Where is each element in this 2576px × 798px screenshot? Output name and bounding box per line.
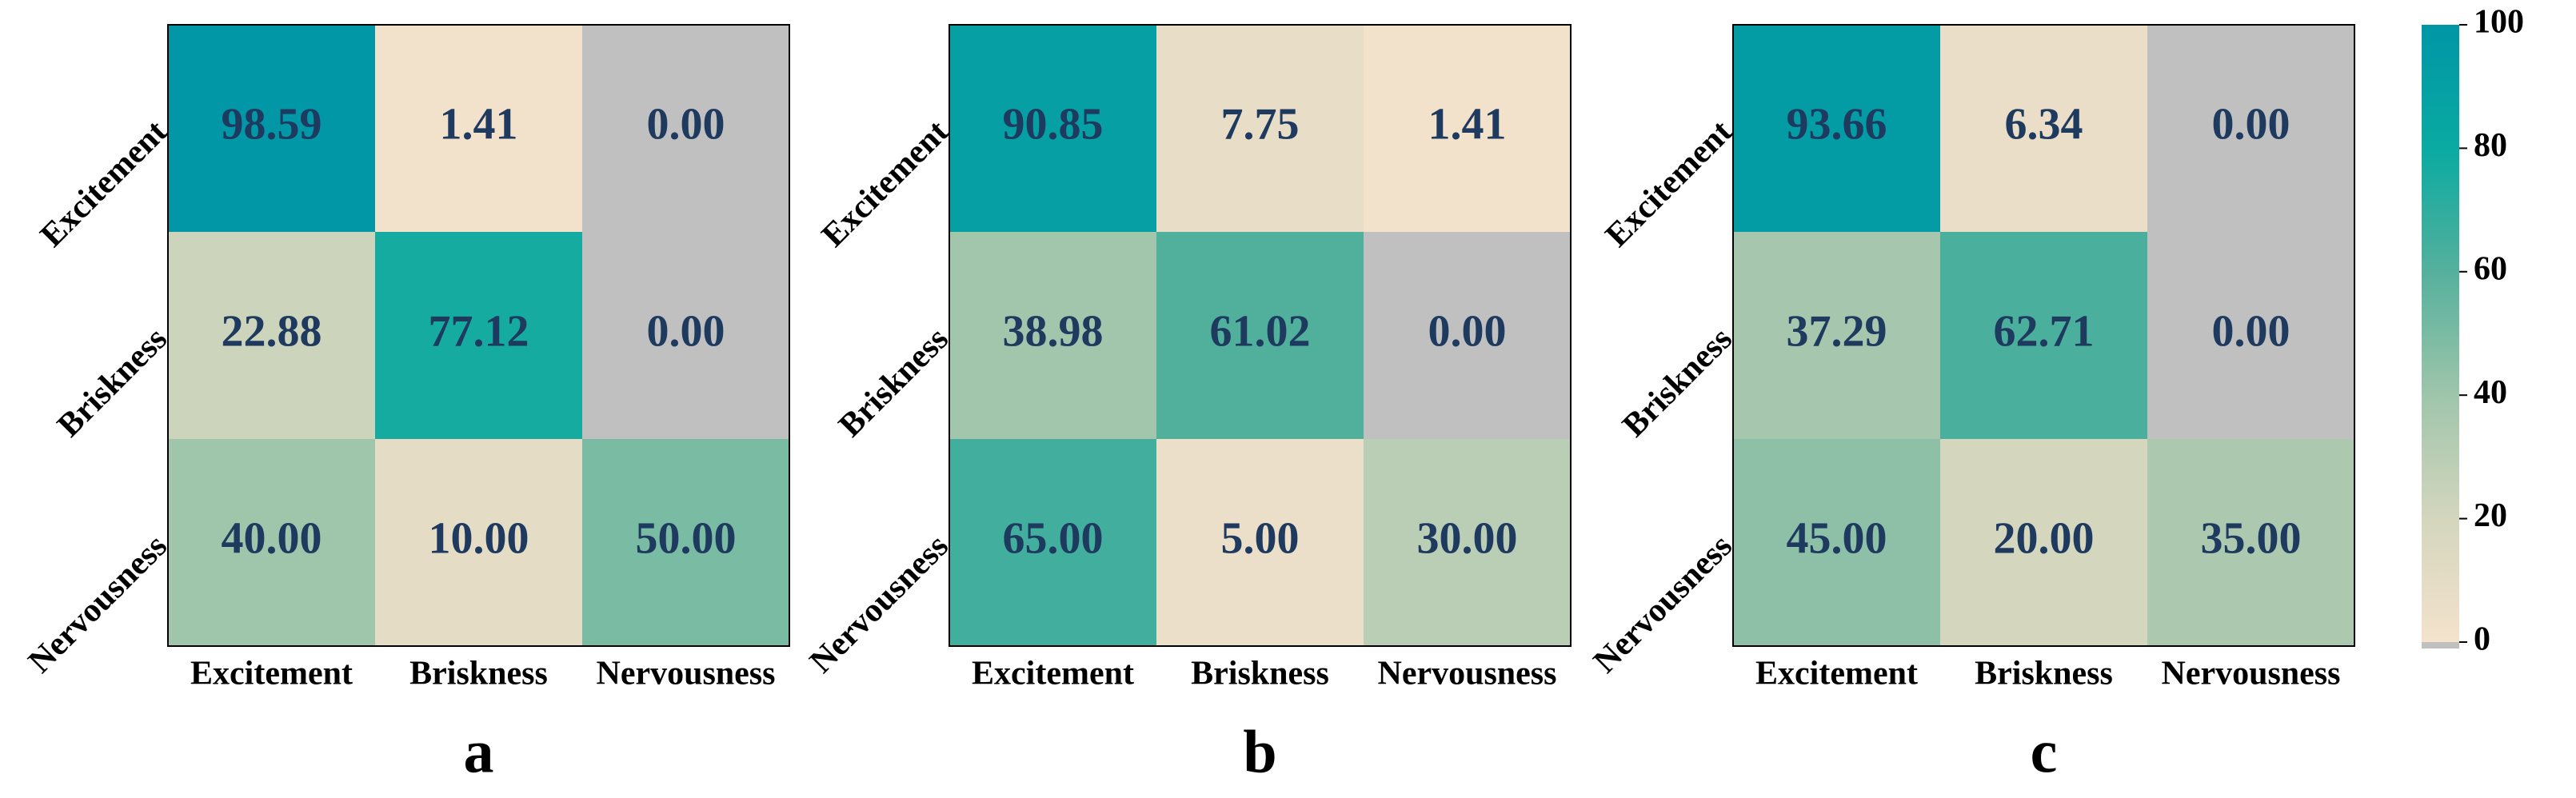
cell-label: 38.98 bbox=[1003, 306, 1104, 356]
cell-label: 0.00 bbox=[647, 306, 725, 356]
cell-label: 90.85 bbox=[1003, 99, 1104, 149]
cell-label: 22.88 bbox=[222, 306, 322, 356]
heatmap-cell bbox=[1940, 439, 2148, 647]
heatmap-cell bbox=[375, 232, 583, 440]
cell-label: 1.41 bbox=[440, 99, 518, 149]
colorbar bbox=[2422, 25, 2459, 642]
heatmap-cell bbox=[375, 439, 583, 647]
cell-label: 35.00 bbox=[2201, 513, 2302, 563]
panel-frame bbox=[949, 24, 1572, 647]
panel-frame bbox=[1732, 24, 2355, 647]
heatmap-cell bbox=[1156, 439, 1364, 647]
heatmap-cell bbox=[375, 25, 583, 233]
cell-label: 0.00 bbox=[647, 99, 725, 149]
heatmap-cell bbox=[1733, 439, 1941, 647]
cell-label: 0.00 bbox=[2212, 306, 2290, 356]
colorbar-tick-label: 40 bbox=[2474, 374, 2507, 411]
cell-label: 1.41 bbox=[1428, 99, 1507, 149]
y-tick-label: Excitement bbox=[1599, 114, 1739, 254]
heatmap-cell bbox=[1364, 232, 1572, 440]
x-tick-label: Briskness bbox=[1975, 656, 2113, 692]
heatmap-cell bbox=[1940, 232, 2148, 440]
cell-label: 62.71 bbox=[1994, 306, 2095, 356]
heatmap-cell bbox=[582, 439, 790, 647]
colorbar-tick-label: 0 bbox=[2474, 621, 2490, 658]
y-tick-label: Excitement bbox=[815, 114, 956, 254]
cell-label: 0.00 bbox=[1428, 306, 1507, 356]
heatmap-cell bbox=[2147, 439, 2355, 647]
heatmap-cell bbox=[949, 232, 1157, 440]
x-tick-label: Nervousness bbox=[2161, 656, 2340, 692]
cell-label: 40.00 bbox=[222, 513, 322, 563]
y-tick-label: Nervousness bbox=[1587, 528, 1739, 680]
x-tick-label: Excitement bbox=[972, 656, 1134, 692]
cell-label: 65.00 bbox=[1003, 513, 1104, 563]
y-tick-label: Excitement bbox=[34, 114, 174, 254]
heatmap-cell bbox=[1940, 25, 2148, 233]
heatmap-cell bbox=[168, 439, 376, 647]
heatmap-cell bbox=[949, 25, 1157, 233]
y-tick-label: Briskness bbox=[832, 321, 956, 445]
heatmap-cell bbox=[1364, 439, 1572, 647]
colorbar-tick-label: 20 bbox=[2474, 497, 2507, 534]
cell-label: 20.00 bbox=[1994, 513, 2095, 563]
cell-label: 0.00 bbox=[2212, 99, 2290, 149]
y-tick-label: Briskness bbox=[50, 321, 174, 445]
cell-label: 45.00 bbox=[1787, 513, 1887, 563]
x-tick-label: Nervousness bbox=[596, 656, 775, 692]
heatmap-cell bbox=[1364, 25, 1572, 233]
cell-label: 61.02 bbox=[1210, 306, 1311, 356]
cell-label: 30.00 bbox=[1417, 513, 1518, 563]
heatmap-cell bbox=[949, 439, 1157, 647]
heatmap-cell bbox=[2147, 232, 2355, 440]
cell-label: 77.12 bbox=[429, 306, 529, 356]
y-tick-label: Nervousness bbox=[803, 528, 956, 680]
panel-title: b bbox=[1243, 718, 1276, 785]
colorbar-tick-label: 80 bbox=[2474, 127, 2507, 164]
heatmap-cell bbox=[1156, 25, 1364, 233]
cell-label: 6.34 bbox=[2005, 99, 2083, 149]
panel-title: c bbox=[2031, 718, 2058, 785]
cell-label: 98.59 bbox=[222, 99, 322, 149]
x-tick-label: Excitement bbox=[1755, 656, 1918, 692]
heatmap-cell bbox=[1733, 25, 1941, 233]
x-tick-label: Briskness bbox=[409, 656, 548, 692]
x-tick-label: Excitement bbox=[190, 656, 353, 692]
panel-frame bbox=[167, 24, 790, 647]
y-tick-label: Nervousness bbox=[22, 528, 174, 680]
heatmap-cell bbox=[582, 232, 790, 440]
cell-label: 7.75 bbox=[1221, 99, 1300, 149]
x-tick-label: Nervousness bbox=[1377, 656, 1556, 692]
x-tick-label: Briskness bbox=[1191, 656, 1329, 692]
heatmap-cell bbox=[2147, 25, 2355, 233]
cell-label: 37.29 bbox=[1787, 306, 1887, 356]
cell-label: 93.66 bbox=[1787, 99, 1887, 149]
heatmap-cell bbox=[1733, 232, 1941, 440]
y-tick-label: Briskness bbox=[1615, 321, 1739, 445]
cell-label: 50.00 bbox=[636, 513, 737, 563]
cell-label: 5.00 bbox=[1221, 513, 1300, 563]
heatmap-cell bbox=[168, 25, 376, 233]
panel-title: a bbox=[464, 718, 494, 785]
colorbar-tick-label: 100 bbox=[2474, 4, 2524, 41]
colorbar-under bbox=[2422, 642, 2459, 648]
heatmap-cell bbox=[582, 25, 790, 233]
cell-label: 10.00 bbox=[429, 513, 529, 563]
heatmap-cell bbox=[168, 232, 376, 440]
colorbar-tick-label: 60 bbox=[2474, 250, 2507, 287]
heatmap-cell bbox=[1156, 232, 1364, 440]
